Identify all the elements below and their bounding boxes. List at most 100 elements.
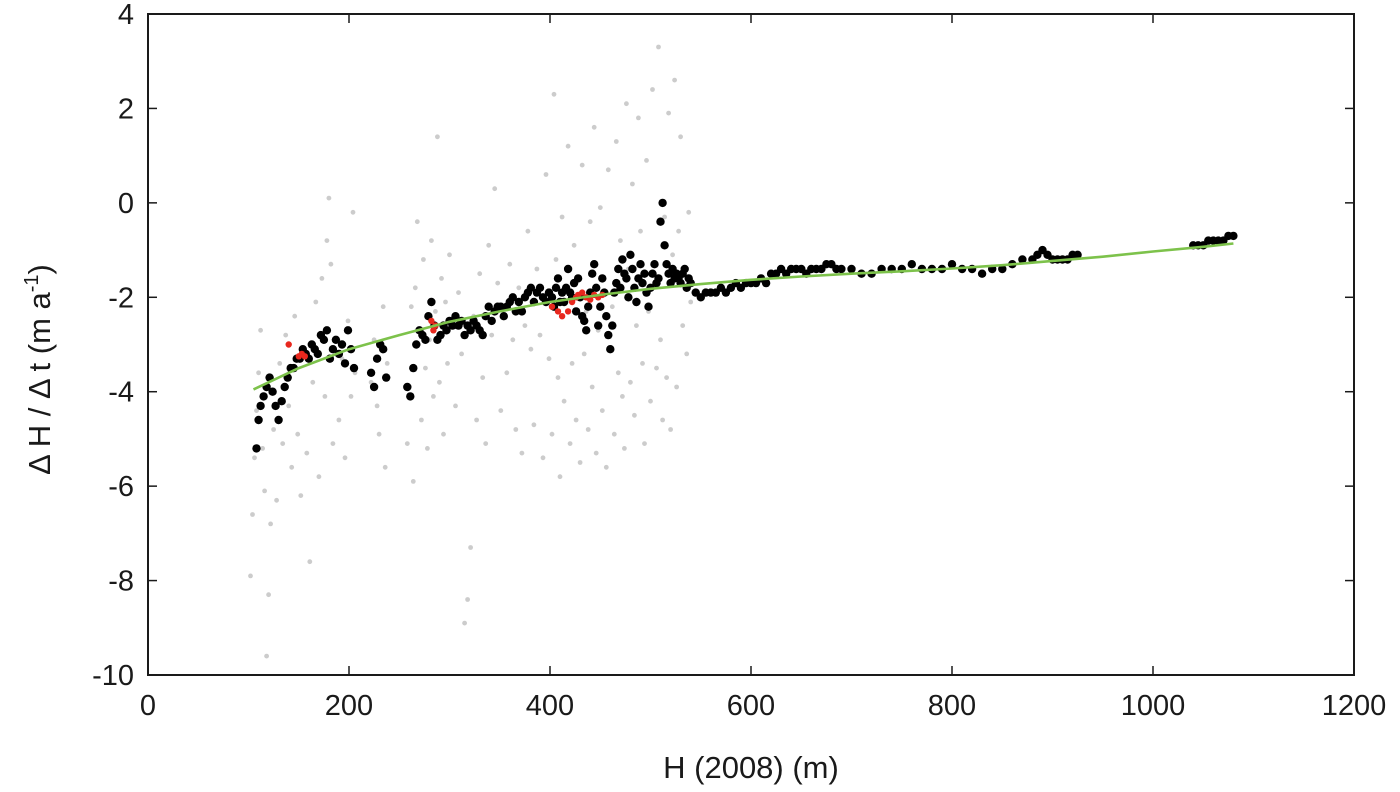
binned-point	[660, 241, 669, 250]
y-axis-title-close: )	[22, 264, 57, 274]
binned-point	[604, 330, 613, 340]
raw-point	[670, 252, 675, 258]
y-tick-label: 4	[118, 0, 134, 31]
binned-point	[616, 283, 625, 292]
binned-point	[628, 264, 637, 274]
binned-point	[328, 345, 338, 354]
raw-point	[593, 450, 599, 456]
raw-point	[429, 238, 434, 244]
binned-point	[837, 264, 846, 274]
raw-point	[307, 559, 313, 565]
raw-point	[613, 139, 619, 144]
raw-point	[264, 653, 269, 659]
raw-point	[591, 124, 597, 130]
raw-point	[549, 431, 555, 437]
raw-point	[465, 597, 470, 602]
binned-point	[656, 217, 665, 226]
raw-point	[680, 323, 686, 328]
raw-point	[310, 379, 316, 385]
binned-point	[382, 373, 391, 382]
raw-point	[462, 620, 467, 626]
raw-point	[342, 455, 348, 461]
binned-point	[436, 330, 445, 340]
raw-point	[248, 573, 253, 579]
binned-point	[274, 415, 283, 425]
binned-point	[547, 293, 557, 302]
y-axis-title-superscript: -1	[21, 274, 43, 292]
raw-point	[565, 143, 571, 149]
raw-point	[425, 446, 430, 451]
binned-point	[343, 326, 353, 335]
raw-point	[319, 276, 325, 281]
raw-point	[543, 172, 549, 177]
raw-point	[412, 285, 418, 291]
binned-point	[271, 401, 280, 411]
raw-point	[668, 427, 673, 432]
raw-point	[656, 44, 661, 50]
raw-point	[489, 332, 495, 338]
binned-point	[608, 321, 617, 330]
raw-point	[587, 219, 593, 225]
binned-point	[1073, 250, 1082, 259]
y-tick-label: -8	[108, 566, 134, 598]
y-tick-label: -10	[92, 660, 134, 692]
raw-point	[672, 77, 677, 83]
binned-point	[640, 269, 649, 278]
raw-point	[615, 370, 621, 376]
raw-point	[642, 441, 647, 446]
binned-point	[337, 340, 347, 349]
raw-point	[274, 497, 279, 503]
raw-point	[522, 323, 528, 328]
binned-point	[571, 307, 581, 316]
binned-point	[622, 274, 631, 283]
raw-point	[644, 158, 649, 163]
binned-point	[409, 363, 418, 373]
binned-point	[650, 260, 659, 269]
raw-point	[638, 228, 643, 234]
binned-point	[478, 330, 487, 340]
binned-point	[662, 260, 671, 269]
binned-point	[268, 387, 277, 396]
binned-point	[590, 260, 599, 269]
raw-point	[456, 290, 461, 295]
raw-point	[304, 450, 310, 456]
binned-points-layer	[252, 198, 1238, 453]
raw-point	[326, 195, 332, 201]
binned-point	[624, 293, 633, 302]
raw-point	[256, 370, 261, 376]
x-tick-label: 800	[928, 690, 976, 722]
binned-point	[259, 392, 268, 401]
raw-point	[404, 441, 410, 446]
fit-line	[252, 242, 1234, 391]
raw-point	[567, 441, 573, 446]
binned-point	[496, 302, 505, 311]
raw-point	[345, 318, 351, 324]
binned-point	[448, 321, 457, 330]
raw-point	[286, 403, 292, 409]
binned-point	[517, 307, 527, 316]
binned-point	[632, 297, 641, 307]
raw-point	[597, 205, 603, 211]
y-tick-label: 0	[118, 188, 134, 220]
raw-point	[437, 379, 442, 385]
binned-point	[626, 250, 635, 259]
raw-point	[271, 427, 276, 432]
raw-point	[410, 479, 416, 484]
raw-point	[504, 370, 510, 376]
raw-point	[277, 361, 283, 366]
raw-point	[650, 87, 655, 92]
binned-point	[907, 260, 916, 269]
binned-point	[584, 302, 593, 311]
raw-point	[537, 332, 543, 338]
raw-point	[630, 181, 635, 187]
raw-point	[441, 431, 446, 437]
binned-point	[460, 330, 469, 340]
raw-point	[453, 403, 458, 409]
raw-point	[431, 394, 436, 399]
raw-point	[561, 398, 567, 404]
y-tick-label: -2	[108, 282, 134, 314]
highlight-point	[301, 353, 308, 360]
binned-point	[680, 264, 689, 274]
raw-point	[674, 384, 679, 390]
